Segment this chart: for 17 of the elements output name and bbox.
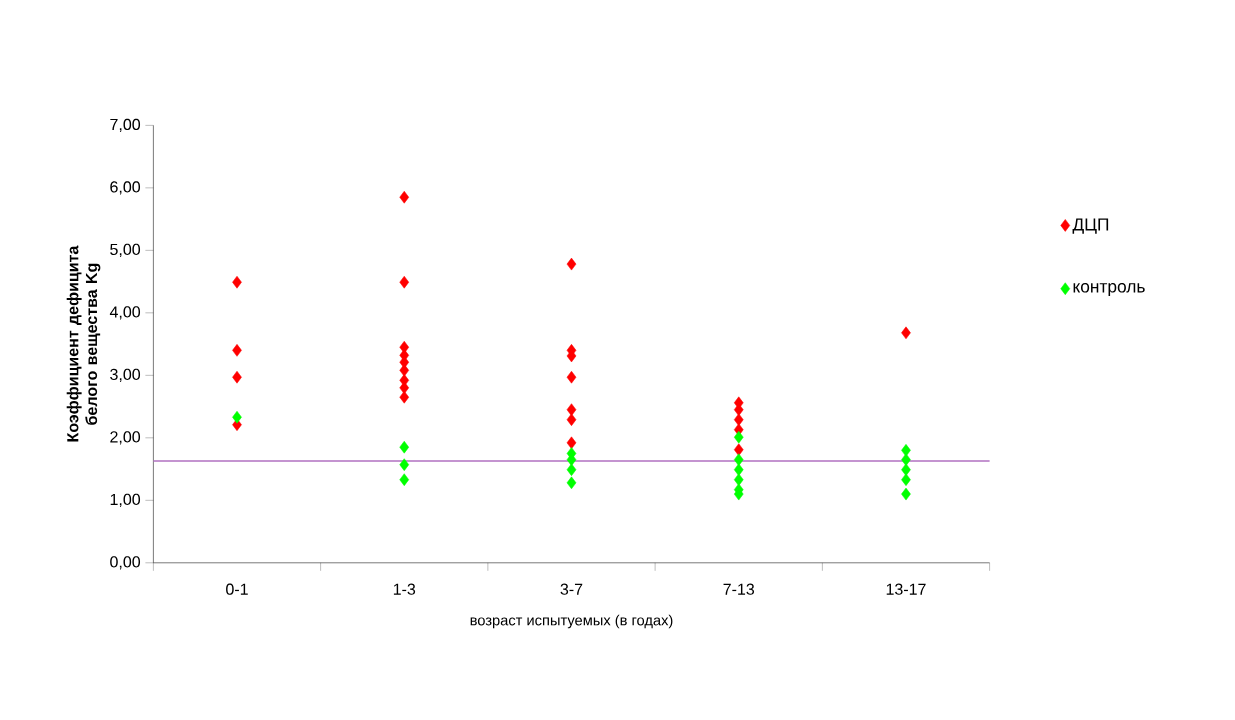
y-tick-label: 6,00 <box>110 181 141 195</box>
y-tick-label: 4,00 <box>109 306 141 320</box>
y-tick-label: 0,00 <box>110 556 141 570</box>
x-tick-label: 13-17 <box>886 583 926 595</box>
x-tick-label: 7-13 <box>723 583 755 595</box>
x-tick-label: 3-7 <box>560 583 583 595</box>
y-tick-label: 5,00 <box>110 243 141 257</box>
y-tick-label: 3,00 <box>110 368 141 382</box>
legend-label: ДЦП <box>1072 218 1109 234</box>
y-tick-label: 2,00 <box>110 431 141 445</box>
legend-label: контроль <box>1073 282 1145 296</box>
x-axis-title: возраст испытуемых (в годах) <box>470 614 673 629</box>
y-axis-title: Коэффициент дефицита белого вещества Kg <box>66 245 101 442</box>
y-tick-label: 1,00 <box>110 493 141 507</box>
y-tick-label: 7,00 <box>110 118 141 132</box>
x-tick-label: 0-1 <box>226 583 248 595</box>
x-tick-label: 1-3 <box>393 583 416 595</box>
